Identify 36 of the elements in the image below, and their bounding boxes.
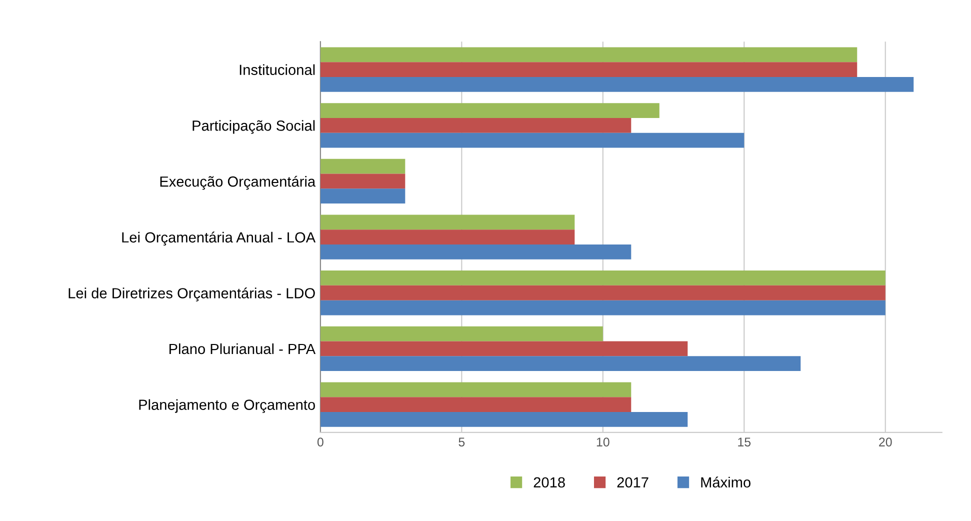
bar [320,412,688,427]
bar [320,62,858,78]
bar [320,244,632,260]
x-tick-label: 5 [458,438,465,446]
legend-label: 2018 [534,477,565,488]
bar [320,118,632,133]
bar [320,188,406,204]
bar [320,132,744,148]
bar [320,158,406,174]
legend-label: Máximo [701,476,750,488]
bar [320,300,886,316]
y-tick-label: Plano Plurianual - PPA [170,343,316,354]
bar [320,356,801,372]
bar [320,174,406,189]
x-tick-label: 15 [738,438,751,446]
bar [320,230,575,244]
y-tick-label: Lei Orçamentária Anual - LOA [122,232,316,246]
bar [320,326,603,342]
bar [320,103,660,118]
bar [320,285,886,300]
bar [320,77,914,92]
bar [320,382,632,398]
x-tick-label: 0 [317,438,324,446]
x-tick-label: 10 [596,438,610,446]
y-tick-label: Participação Social [192,120,315,134]
bar [320,341,688,356]
bar [320,270,886,286]
bar [320,397,632,412]
y-tick-label: Lei de Diretrizes Orçamentárias - LDO [68,288,315,302]
bar [320,47,858,62]
y-tick-label: Execução Orçamentária [160,176,316,190]
y-tick-label: Institucional [240,64,315,76]
y-tick-label: Planejamento e Orçamento [139,399,315,413]
x-tick-label: 20 [879,438,892,446]
legend-label: 2017 [617,477,648,488]
bar [320,214,575,230]
